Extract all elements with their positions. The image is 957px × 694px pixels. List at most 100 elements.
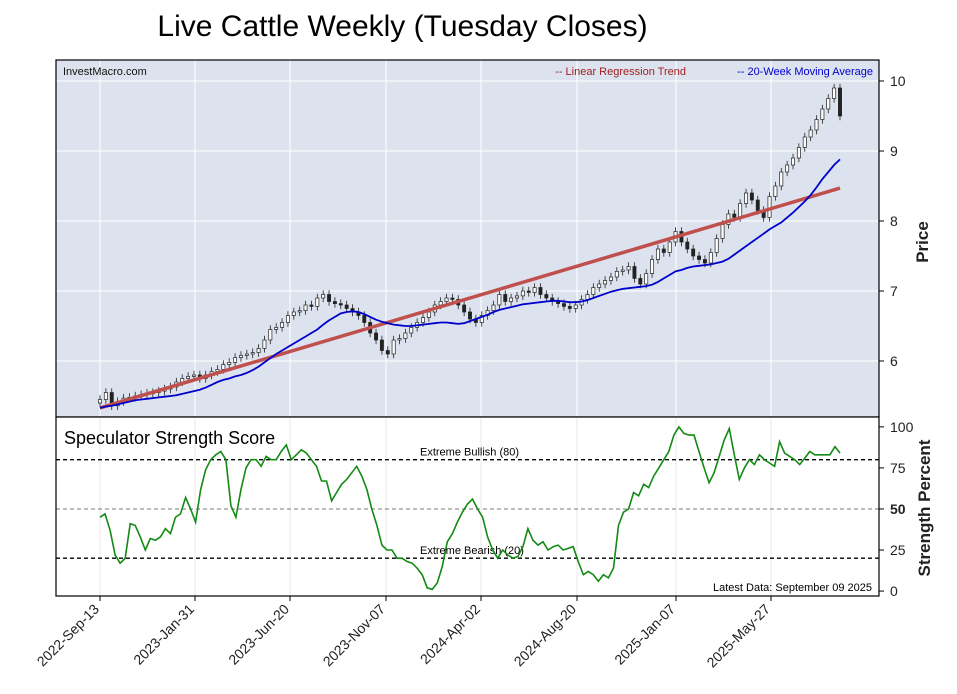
price-candle xyxy=(773,181,778,201)
price-candle xyxy=(620,265,625,276)
chart-title: Live Cattle Weekly (Tuesday Closes) xyxy=(157,10,648,43)
price-candle xyxy=(614,267,619,282)
x-tick-label: 2022-Sep-13 xyxy=(34,601,103,670)
price-candle xyxy=(691,244,696,261)
price-candle xyxy=(479,311,484,327)
price-candle xyxy=(785,160,790,177)
price-candle xyxy=(744,188,748,208)
price-candle xyxy=(626,262,631,275)
price-candle xyxy=(403,328,408,343)
price-tick-label: 8 xyxy=(890,213,898,229)
x-tick-label: 2023-Jun-20 xyxy=(225,601,292,668)
price-candle xyxy=(338,299,343,310)
moving-average-line xyxy=(99,158,841,409)
price-candle xyxy=(233,353,238,367)
latest-data-note: Latest Data: September 09 2025 xyxy=(713,582,872,594)
strength-line xyxy=(99,425,841,591)
price-candle xyxy=(344,300,349,313)
price-candle xyxy=(327,290,331,306)
price-candle xyxy=(567,302,572,313)
price-candle xyxy=(609,272,613,285)
price-candle xyxy=(667,237,672,257)
price-candle xyxy=(632,262,637,283)
strength-band-label: Extreme Bullish (80) xyxy=(420,447,519,459)
price-candle xyxy=(779,167,784,191)
legend-regression: -- Linear Regression Trend xyxy=(555,66,686,78)
strength-axis-label: Strength Percent xyxy=(915,439,934,576)
price-panel-bg xyxy=(56,60,879,417)
x-tick-label: 2023-Jan-31 xyxy=(130,601,197,668)
price-candle xyxy=(603,276,608,289)
strength-tick-label: 50 xyxy=(890,501,906,517)
price-axis-label: Price xyxy=(913,221,932,263)
x-tick-label: 2025-May-27 xyxy=(703,601,773,671)
price-candle xyxy=(309,300,314,311)
price-candle xyxy=(838,83,842,121)
strength-tick-label: 0 xyxy=(890,583,898,599)
x-tick-label: 2025-Jan-07 xyxy=(611,601,678,668)
price-candle xyxy=(644,269,649,289)
price-candle xyxy=(538,283,543,299)
price-candle xyxy=(503,290,508,306)
price-tick-label: 7 xyxy=(890,283,898,299)
price-candle xyxy=(714,234,719,257)
price-candle xyxy=(802,132,807,152)
strength-panel-title: Speculator Strength Score xyxy=(64,428,275,448)
price-tick-label: 10 xyxy=(890,73,906,89)
price-candle xyxy=(256,344,261,357)
strength-panel-frame xyxy=(55,416,880,597)
price-candle xyxy=(532,283,537,297)
price-candle xyxy=(509,293,514,306)
price-candle xyxy=(791,153,795,170)
strength-tick-label: 75 xyxy=(890,460,906,476)
price-candle xyxy=(655,244,660,264)
strength-panel-bg xyxy=(56,417,879,596)
price-candle xyxy=(274,323,279,334)
price-candle xyxy=(638,274,643,289)
price-tick-label: 9 xyxy=(890,143,898,159)
price-candle xyxy=(315,293,320,311)
price-candle xyxy=(650,255,655,278)
price-tick-label: 6 xyxy=(890,353,898,369)
price-candle xyxy=(250,348,255,359)
strength-tick-label: 25 xyxy=(890,542,906,558)
price-candle xyxy=(685,237,690,254)
price-candle xyxy=(280,318,285,332)
price-candle xyxy=(462,300,467,317)
price-candle xyxy=(262,335,267,353)
price-candle xyxy=(515,291,519,303)
price-candle xyxy=(832,83,837,103)
price-candle xyxy=(814,115,819,135)
regression-line xyxy=(99,186,841,410)
price-candle xyxy=(497,290,502,310)
price-candle xyxy=(285,311,290,327)
legend-moving-average: -- 20-Week Moving Average xyxy=(737,66,873,78)
price-candle xyxy=(661,244,666,257)
price-candle xyxy=(291,307,296,320)
price-candle xyxy=(591,283,596,299)
price-candle xyxy=(227,358,232,369)
price-candle xyxy=(391,335,396,359)
price-candle xyxy=(297,306,302,317)
price-candle xyxy=(374,328,378,345)
price-candle xyxy=(526,286,531,297)
x-tick-label: 2023-Nov-07 xyxy=(320,601,389,670)
price-candle xyxy=(808,125,813,142)
price-candle xyxy=(239,351,243,362)
price-candle xyxy=(379,335,384,355)
price-candle xyxy=(749,188,754,205)
price-candle xyxy=(520,286,525,301)
price-candle xyxy=(820,104,825,124)
watermark-label: InvestMacro.com xyxy=(63,66,147,78)
price-candle xyxy=(321,290,326,303)
price-candle xyxy=(397,334,402,345)
x-tick-label: 2024-Apr-02 xyxy=(417,601,483,667)
price-candle xyxy=(796,143,801,163)
strength-tick-label: 100 xyxy=(890,419,914,435)
price-candle xyxy=(385,346,390,359)
price-candle xyxy=(597,279,602,292)
price-candle xyxy=(268,325,273,345)
price-candle xyxy=(98,395,102,408)
